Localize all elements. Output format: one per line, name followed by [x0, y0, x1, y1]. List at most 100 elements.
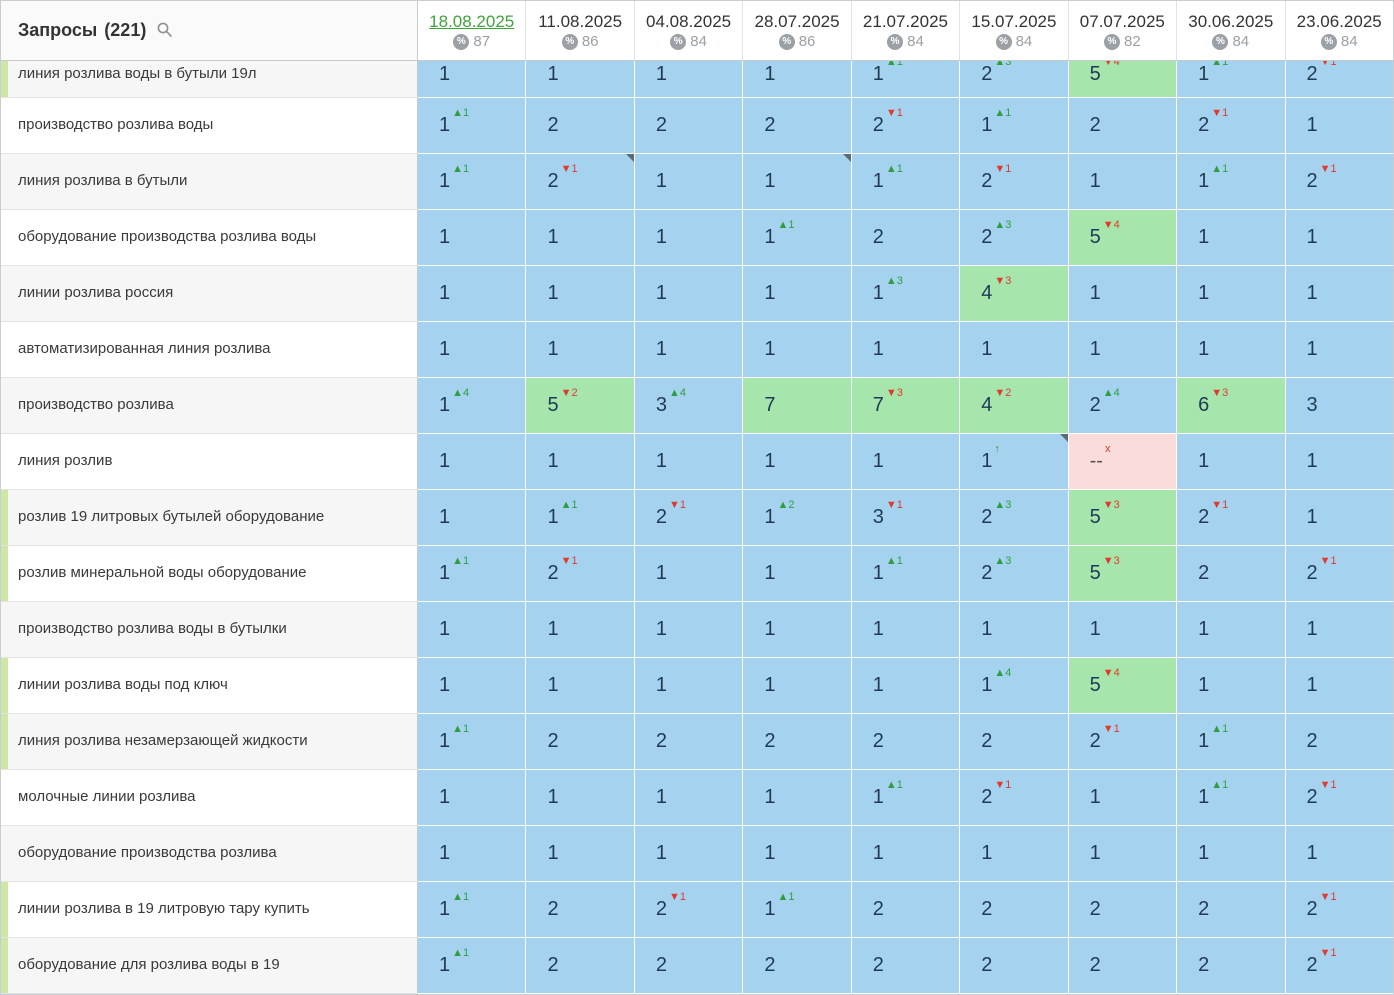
position-cell[interactable]: 2▼1	[634, 882, 744, 938]
position-cell[interactable]: 1	[634, 266, 744, 322]
query-label-cell[interactable]: розлив минеральной воды оборудование	[1, 546, 418, 602]
position-cell[interactable]: 1	[1177, 210, 1286, 266]
position-cell[interactable]: 1	[1285, 210, 1393, 266]
position-cell[interactable]: 1	[634, 658, 744, 714]
query-label-cell[interactable]: производство розлива воды в бутылки	[1, 602, 418, 658]
position-cell[interactable]: 2▼1	[1177, 98, 1286, 154]
position-cell[interactable]: 1▲1	[418, 714, 527, 770]
position-cell[interactable]: 2	[634, 98, 744, 154]
position-cell[interactable]: 5▼2	[526, 378, 635, 434]
position-cell[interactable]: 1▲1	[851, 546, 961, 602]
position-cell[interactable]: 1▲2	[743, 490, 852, 546]
position-cell[interactable]: 1	[1285, 826, 1393, 882]
position-cell[interactable]: 1	[526, 602, 635, 658]
position-cell[interactable]: 2	[1068, 882, 1178, 938]
position-cell[interactable]: 3▼1	[851, 490, 961, 546]
position-cell[interactable]: 2	[1068, 98, 1178, 154]
position-cell[interactable]: 1	[743, 770, 852, 826]
position-cell[interactable]: 1	[1285, 434, 1393, 490]
position-cell[interactable]: 2	[1285, 714, 1393, 770]
position-cell[interactable]: 1	[1285, 266, 1393, 322]
position-cell[interactable]: 2▼1	[526, 546, 635, 602]
query-label-cell[interactable]: линия розлива незамерзающей жидкости	[1, 714, 418, 770]
position-cell[interactable]: 1	[418, 210, 527, 266]
position-cell[interactable]: 1	[1285, 658, 1393, 714]
position-cell[interactable]: 5▼3	[1068, 546, 1178, 602]
position-cell[interactable]: 2	[526, 714, 635, 770]
position-cell[interactable]: 2	[960, 714, 1069, 770]
position-cell[interactable]: 1▲1	[1177, 770, 1286, 826]
position-cell[interactable]: 7▼3	[851, 378, 961, 434]
position-cell[interactable]: 1▲1	[1177, 714, 1286, 770]
query-label-cell[interactable]: оборудование для розлива воды в 19	[1, 938, 418, 994]
position-cell[interactable]: 1	[1285, 98, 1393, 154]
position-cell[interactable]: 1▲1	[526, 490, 635, 546]
date-link[interactable]: 04.08.2025	[646, 12, 732, 31]
position-cell[interactable]: 1	[1177, 826, 1286, 882]
position-cell[interactable]: 1	[634, 322, 744, 378]
position-cell[interactable]: 2	[743, 98, 852, 154]
query-label-cell[interactable]: линии розлива россия	[1, 266, 418, 322]
query-label-cell[interactable]: оборудование производства розлива	[1, 826, 418, 882]
position-cell[interactable]: 1	[418, 770, 527, 826]
position-cell[interactable]: 2▲3	[960, 210, 1069, 266]
position-cell[interactable]: 2▲3	[960, 546, 1069, 602]
position-cell[interactable]: 2▼1	[960, 154, 1069, 210]
position-cell[interactable]: 2▲4	[1068, 378, 1178, 434]
position-cell[interactable]: 1	[743, 826, 852, 882]
position-cell[interactable]: 1	[851, 434, 961, 490]
date-link[interactable]: 07.07.2025	[1079, 12, 1165, 31]
position-cell[interactable]: 1	[743, 602, 852, 658]
position-cell[interactable]: 1	[851, 658, 961, 714]
position-cell[interactable]: 2▼1	[526, 154, 635, 210]
position-cell[interactable]: 3	[1285, 378, 1393, 434]
position-cell[interactable]: 1	[418, 434, 527, 490]
position-cell[interactable]: 2	[526, 938, 635, 994]
position-cell[interactable]: 1▲1	[418, 938, 527, 994]
position-cell[interactable]: 2▼1	[1285, 154, 1393, 210]
position-cell[interactable]: 1▲1	[418, 546, 527, 602]
position-cell[interactable]: 2▼1	[1068, 714, 1178, 770]
position-cell[interactable]: 1	[1285, 322, 1393, 378]
position-cell[interactable]: 2	[1177, 546, 1286, 602]
query-label-cell[interactable]: линии розлива воды под ключ	[1, 658, 418, 714]
position-cell[interactable]: 1	[418, 266, 527, 322]
position-cell[interactable]: 6▼3	[1177, 378, 1286, 434]
position-cell[interactable]: 2	[743, 938, 852, 994]
position-cell[interactable]: 1	[743, 546, 852, 602]
position-cell[interactable]: 5▼4	[1068, 210, 1178, 266]
query-label-cell[interactable]: линия розлива воды в бутыли 19л	[1, 61, 418, 98]
position-cell[interactable]: 1	[1285, 602, 1393, 658]
position-cell[interactable]: 1	[634, 546, 744, 602]
position-cell[interactable]: 2▼1	[851, 98, 961, 154]
position-cell[interactable]: 2	[1068, 938, 1178, 994]
position-cell[interactable]: 1	[851, 602, 961, 658]
position-cell[interactable]: 1	[526, 658, 635, 714]
date-link[interactable]: 30.06.2025	[1188, 12, 1274, 31]
position-cell[interactable]: 1▲3	[851, 266, 961, 322]
position-cell[interactable]: 1	[960, 322, 1069, 378]
position-cell[interactable]: 4▼2	[960, 378, 1069, 434]
position-cell[interactable]: 1	[418, 602, 527, 658]
position-cell[interactable]: 1▲4	[418, 378, 527, 434]
position-cell[interactable]: 1▲1	[418, 98, 527, 154]
position-cell[interactable]: 1	[743, 658, 852, 714]
position-cell[interactable]: 1	[743, 322, 852, 378]
position-cell[interactable]: 1	[743, 154, 852, 210]
position-cell[interactable]: 1	[1068, 322, 1178, 378]
date-link[interactable]: 11.08.2025	[538, 12, 623, 31]
position-cell[interactable]: 1▲1	[743, 210, 852, 266]
position-cell[interactable]: 1	[418, 826, 527, 882]
position-cell[interactable]: 1	[526, 210, 635, 266]
position-cell[interactable]: 1	[526, 826, 635, 882]
position-cell[interactable]: 1▲1	[851, 770, 961, 826]
position-cell[interactable]: 5▼4	[1068, 61, 1178, 98]
position-cell[interactable]: 2▲3	[960, 61, 1069, 98]
position-cell[interactable]: 5▼4	[1068, 658, 1178, 714]
query-label-cell[interactable]: розлив 19 литровых бутылей оборудование	[1, 490, 418, 546]
query-label-cell[interactable]: линия розлива в бутыли	[1, 154, 418, 210]
position-cell[interactable]: 1	[1177, 658, 1286, 714]
position-cell[interactable]: 1	[743, 434, 852, 490]
position-cell[interactable]: 1	[418, 490, 527, 546]
position-cell[interactable]: 1	[418, 61, 527, 98]
